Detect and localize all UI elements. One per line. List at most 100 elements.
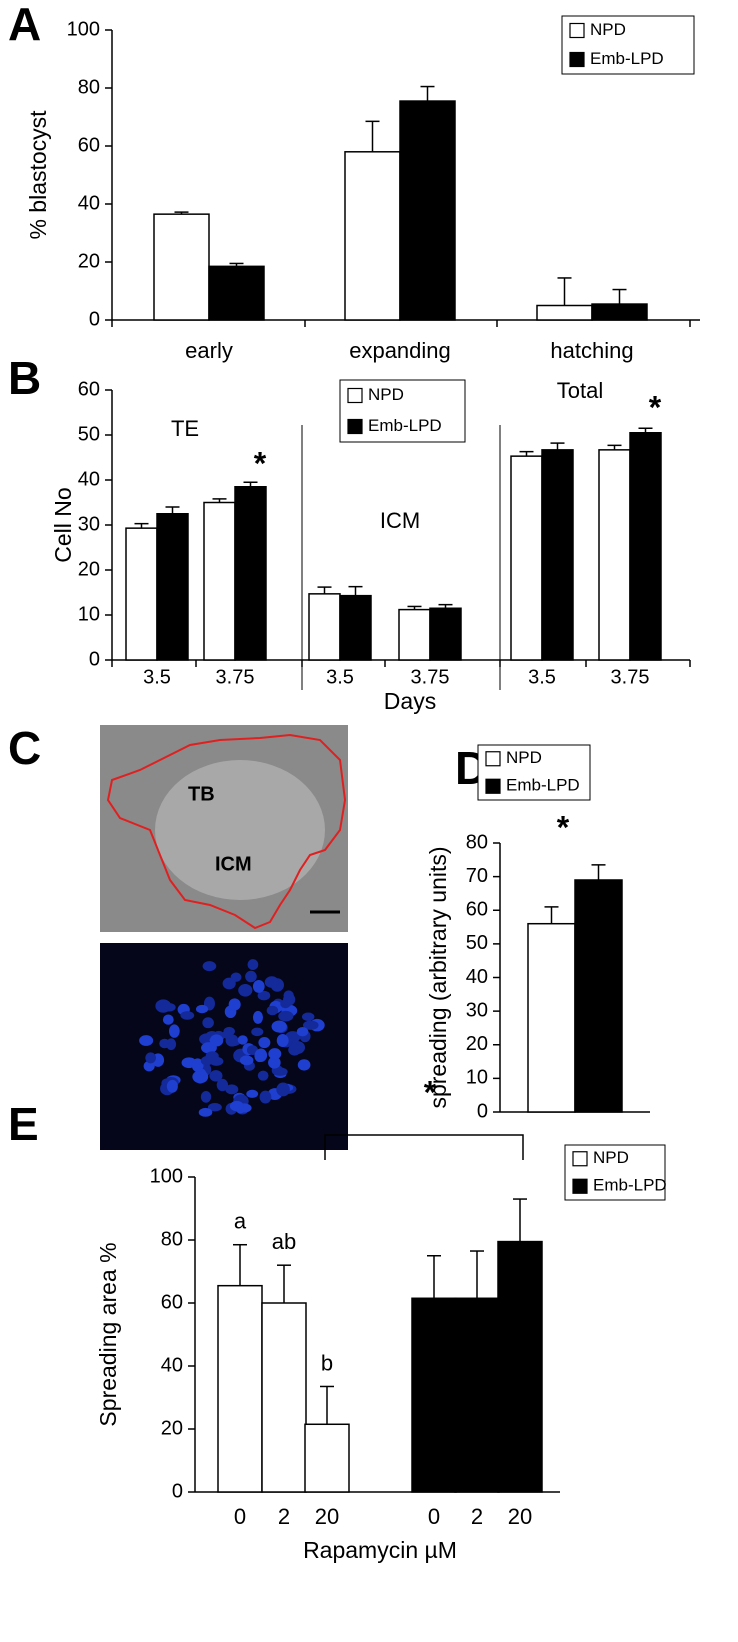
nucleus xyxy=(258,1037,271,1049)
nucleus xyxy=(246,1089,259,1098)
nucleus xyxy=(191,1058,204,1072)
significance-mark: * xyxy=(649,389,662,425)
y-tick-label: 40 xyxy=(466,966,488,988)
bar xyxy=(156,513,189,661)
y-tick-label: 0 xyxy=(477,1100,488,1122)
legend-swatch xyxy=(569,22,585,39)
nucleus xyxy=(209,1056,224,1066)
significance-letter: a xyxy=(234,1209,247,1234)
x-tick-label: hatching xyxy=(550,338,633,363)
group-label: Total xyxy=(557,378,603,403)
x-tick-label: expanding xyxy=(349,338,451,363)
y-tick-label: 70 xyxy=(466,865,488,887)
embryo-outgrowth xyxy=(155,760,325,900)
y-tick-label: 20 xyxy=(78,250,100,272)
group-label: TE xyxy=(171,416,199,441)
nucleus xyxy=(228,998,241,1011)
x-tick-label: 0 xyxy=(428,1504,440,1529)
nucleus xyxy=(276,1082,290,1097)
bar xyxy=(217,1284,263,1493)
bar xyxy=(339,594,372,661)
y-tick-label: 40 xyxy=(78,468,100,490)
y-tick-label: 20 xyxy=(78,558,100,580)
nucleus xyxy=(209,1070,223,1082)
nucleus xyxy=(225,1084,239,1095)
dapi-image xyxy=(100,943,348,1150)
nucleus xyxy=(283,993,296,1006)
nucleus xyxy=(301,1012,315,1022)
nucleus xyxy=(143,1060,155,1072)
bar xyxy=(398,608,431,661)
bar xyxy=(429,607,462,661)
y-tick-label: 10 xyxy=(466,1067,488,1089)
nucleus xyxy=(288,1044,301,1056)
nucleus xyxy=(200,1090,212,1103)
bar xyxy=(536,304,593,321)
y-axis-label: spreading (arbitrary units) xyxy=(425,846,451,1108)
legend-label: NPD xyxy=(506,748,542,767)
group-label: ICM xyxy=(380,508,420,533)
nucleus xyxy=(202,1017,214,1029)
y-axis-label: % blastocyst xyxy=(25,110,51,240)
y-tick-label: 10 xyxy=(78,603,100,625)
legend-swatch xyxy=(347,418,363,435)
legend-label: Emb-LPD xyxy=(368,416,442,435)
y-axis-label: Cell No xyxy=(50,487,76,562)
y-tick-label: 0 xyxy=(89,648,100,670)
nucleus xyxy=(195,1004,209,1014)
y-tick-label: 60 xyxy=(78,378,100,400)
x-tick-label: 3.5 xyxy=(528,666,556,688)
nucleus xyxy=(297,1059,311,1071)
bar xyxy=(527,922,576,1113)
x-tick-label: 3.75 xyxy=(611,666,650,688)
panel-label: E xyxy=(8,1098,39,1150)
nucleus xyxy=(155,999,172,1013)
bar xyxy=(598,449,631,661)
panel-label: B xyxy=(8,352,41,404)
y-tick-label: 100 xyxy=(150,1165,183,1187)
legend-swatch xyxy=(572,1178,588,1194)
legend-label: Emb-LPD xyxy=(506,776,580,795)
legend-label: Emb-LPD xyxy=(593,1176,667,1195)
nucleus xyxy=(239,1055,254,1066)
x-tick-label: 3.5 xyxy=(326,666,354,688)
nucleus xyxy=(251,1027,264,1037)
bar xyxy=(411,1297,457,1493)
bar xyxy=(629,432,662,661)
nucleus xyxy=(216,1078,229,1092)
y-tick-label: 60 xyxy=(78,134,100,156)
legend-swatch xyxy=(485,778,501,794)
nucleus xyxy=(285,1031,301,1043)
legend-label: NPD xyxy=(590,20,626,39)
legend-label: NPD xyxy=(593,1148,629,1167)
significance-mark: * xyxy=(424,1074,437,1110)
y-tick-label: 80 xyxy=(161,1228,183,1250)
legend-swatch xyxy=(347,387,363,404)
y-tick-label: 20 xyxy=(466,1033,488,1055)
y-tick-label: 0 xyxy=(89,308,100,330)
legend-swatch xyxy=(569,51,585,68)
bar xyxy=(153,213,210,321)
nucleus xyxy=(237,1035,248,1045)
significance-letter: b xyxy=(321,1350,333,1375)
significance-mark: * xyxy=(557,809,570,845)
x-tick-label: 20 xyxy=(508,1504,532,1529)
nucleus xyxy=(180,1011,195,1020)
nucleus xyxy=(166,1079,178,1093)
x-tick-label: early xyxy=(185,338,233,363)
nucleus xyxy=(257,1070,269,1081)
nucleus xyxy=(209,1034,224,1047)
x-tick-label: 2 xyxy=(278,1504,290,1529)
legend-label: NPD xyxy=(368,385,404,404)
nucleus xyxy=(166,1038,177,1051)
nucleus xyxy=(229,1100,244,1112)
y-tick-label: 80 xyxy=(78,76,100,98)
bar xyxy=(125,527,158,661)
x-tick-label: 2 xyxy=(471,1504,483,1529)
nucleus xyxy=(268,1056,281,1069)
nucleus xyxy=(254,1049,265,1063)
bar xyxy=(541,449,574,661)
significance-mark: * xyxy=(254,445,267,481)
nucleus xyxy=(296,1026,309,1037)
